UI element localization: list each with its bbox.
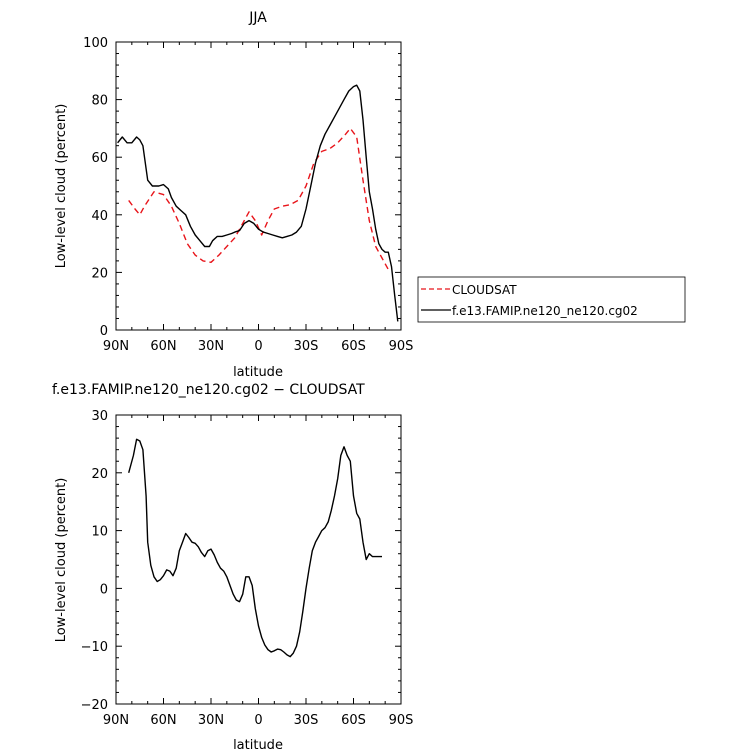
legend-label-cloudsat: CLOUDSAT [452, 283, 517, 297]
bottom-chart-series-line-0 [128, 438, 382, 658]
top-chart-x-tick-label: 90N [103, 339, 129, 354]
bottom-chart-x-tick-label: 30S [294, 713, 319, 728]
top-chart-x-tick-label: 30S [294, 339, 319, 354]
bottom-chart-title: f.e13.FAMIP.ne120_ne120.cg02 − CLOUDSAT [52, 382, 365, 398]
bottom-chart-x-tick-label: 90S [389, 713, 414, 728]
bottom-chart-y-tick-label: −20 [81, 698, 108, 713]
bottom-chart-y-tick-label: 20 [91, 467, 108, 482]
top-chart-y-tick-label: 60 [91, 151, 108, 166]
bottom-chart-x-tick-label: 0 [254, 713, 262, 728]
top-chart-x-tick-label: 90S [389, 339, 414, 354]
bottom-chart-x-tick-label: 60N [150, 713, 176, 728]
top-chart-y-tick-label: 20 [91, 266, 108, 281]
top-chart-y-tick-label: 40 [91, 209, 108, 224]
top-chart-legend: CLOUDSAT f.e13.FAMIP.ne120_ne120.cg02 [417, 276, 686, 323]
top-chart-series-line-0 [128, 127, 389, 270]
bottom-chart-x-tick-label: 30N [198, 713, 224, 728]
top-chart-series [117, 84, 399, 322]
top-chart-title: JJA [248, 10, 267, 26]
bottom-chart-axes: 90N 60N 30N 0 30S 60S 90S −20 −10 0 10 20 30 [81, 409, 414, 728]
top-chart-x-tick-label: 60N [150, 339, 176, 354]
legend-box [417, 276, 686, 323]
top-chart-x-axis-label: latitude [233, 365, 283, 380]
top-chart-y-tick-label: 80 [91, 94, 108, 109]
bottom-chart-y-tick-label: −10 [81, 640, 108, 655]
top-chart-axes: 90N 60N 30N 0 30S 60S 90S 0 20 40 60 80 100 [83, 36, 413, 354]
top-chart-series-line-1 [117, 84, 399, 322]
bottom-chart-y-tick-label: 10 [91, 525, 108, 540]
top-chart-x-tick-label: 30N [198, 339, 224, 354]
bottom-chart-series [128, 438, 382, 658]
top-chart-x-tick-label: 0 [254, 339, 262, 354]
bottom-chart-y-tick-label: 0 [100, 582, 108, 597]
bottom-chart-x-tick-label: 90N [103, 713, 129, 728]
bottom-chart-y-tick-label: 30 [91, 409, 108, 424]
bottom-chart-panel: f.e13.FAMIP.ne120_ne120.cg02 − CLOUDSAT … [52, 382, 413, 753]
top-chart-panel: JJA 90N 60N 30N 0 30S 60S 90S 0 20 40 60 80 100 lati… [54, 10, 686, 380]
bottom-chart-plot-frame [115, 414, 402, 705]
top-chart-y-tick-label: 0 [100, 324, 108, 339]
legend-label-model: f.e13.FAMIP.ne120_ne120.cg02 [452, 304, 638, 318]
bottom-chart-x-tick-label: 60S [341, 713, 366, 728]
bottom-chart-y-axis-label: Low-level cloud (percent) [54, 478, 69, 643]
bottom-chart-x-axis-label: latitude [233, 738, 283, 753]
top-chart-y-axis-label: Low-level cloud (percent) [54, 104, 69, 269]
top-chart-x-tick-label: 60S [341, 339, 366, 354]
top-chart-y-tick-label: 100 [83, 36, 108, 51]
